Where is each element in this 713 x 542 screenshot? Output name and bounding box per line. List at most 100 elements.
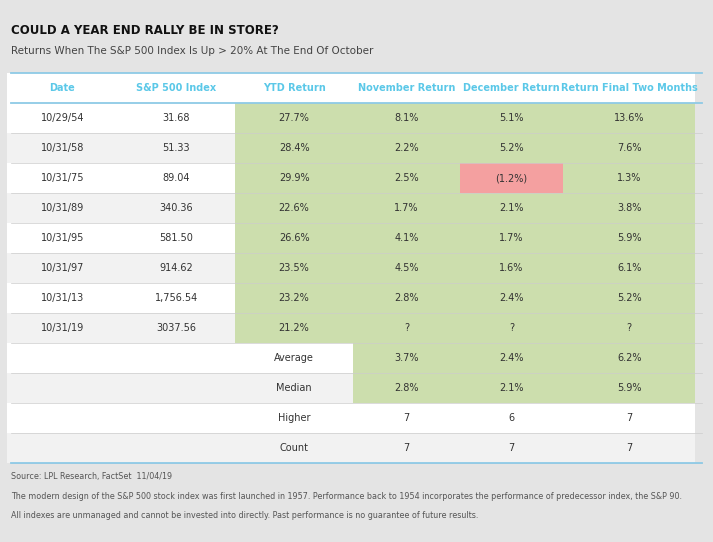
FancyBboxPatch shape — [563, 73, 695, 103]
Text: 6: 6 — [508, 414, 515, 423]
FancyBboxPatch shape — [118, 163, 235, 193]
Text: Returns When The S&P 500 Index Is Up > 20% At The End Of October: Returns When The S&P 500 Index Is Up > 2… — [11, 46, 373, 56]
Text: 2.5%: 2.5% — [394, 173, 419, 183]
Text: 5.9%: 5.9% — [617, 383, 642, 393]
FancyBboxPatch shape — [118, 103, 235, 133]
FancyBboxPatch shape — [460, 163, 563, 193]
Text: 10/31/89: 10/31/89 — [41, 203, 84, 213]
Text: 340.36: 340.36 — [160, 203, 193, 213]
FancyBboxPatch shape — [7, 223, 118, 253]
FancyBboxPatch shape — [118, 313, 235, 343]
FancyBboxPatch shape — [563, 403, 695, 434]
Text: 23.2%: 23.2% — [279, 293, 309, 304]
FancyBboxPatch shape — [118, 253, 235, 283]
Text: 1.6%: 1.6% — [499, 263, 524, 273]
Text: 21.2%: 21.2% — [279, 324, 309, 333]
FancyBboxPatch shape — [563, 434, 695, 463]
FancyBboxPatch shape — [235, 253, 353, 283]
FancyBboxPatch shape — [353, 103, 460, 133]
Text: 29.9%: 29.9% — [279, 173, 309, 183]
FancyBboxPatch shape — [7, 373, 118, 403]
FancyBboxPatch shape — [460, 103, 563, 133]
Text: 2.8%: 2.8% — [394, 383, 419, 393]
Text: 6.1%: 6.1% — [617, 263, 642, 273]
FancyBboxPatch shape — [460, 73, 563, 103]
Text: December Return: December Return — [463, 83, 560, 93]
Text: 27.7%: 27.7% — [279, 113, 309, 123]
FancyBboxPatch shape — [353, 343, 460, 373]
Text: 2.1%: 2.1% — [499, 203, 524, 213]
FancyBboxPatch shape — [118, 193, 235, 223]
Text: 1.3%: 1.3% — [617, 173, 642, 183]
Text: 31.68: 31.68 — [163, 113, 190, 123]
Text: ?: ? — [509, 324, 514, 333]
FancyBboxPatch shape — [353, 193, 460, 223]
FancyBboxPatch shape — [563, 313, 695, 343]
Text: 10/29/54: 10/29/54 — [41, 113, 84, 123]
FancyBboxPatch shape — [563, 163, 695, 193]
Text: 1.7%: 1.7% — [394, 203, 419, 213]
FancyBboxPatch shape — [563, 193, 695, 223]
FancyBboxPatch shape — [353, 223, 460, 253]
Text: 5.9%: 5.9% — [617, 233, 642, 243]
FancyBboxPatch shape — [7, 403, 118, 434]
FancyBboxPatch shape — [460, 283, 563, 313]
Text: Average: Average — [275, 353, 314, 363]
Text: Higher: Higher — [278, 414, 310, 423]
Text: Return Final Two Months: Return Final Two Months — [561, 83, 697, 93]
FancyBboxPatch shape — [460, 343, 563, 373]
Text: 10/31/19: 10/31/19 — [41, 324, 84, 333]
FancyBboxPatch shape — [235, 223, 353, 253]
FancyBboxPatch shape — [353, 73, 460, 103]
FancyBboxPatch shape — [460, 373, 563, 403]
Text: 10/31/97: 10/31/97 — [41, 263, 84, 273]
FancyBboxPatch shape — [353, 313, 460, 343]
FancyBboxPatch shape — [7, 253, 118, 283]
Text: COULD A YEAR END RALLY BE IN STORE?: COULD A YEAR END RALLY BE IN STORE? — [11, 24, 279, 37]
FancyBboxPatch shape — [353, 253, 460, 283]
Text: 6.2%: 6.2% — [617, 353, 642, 363]
FancyBboxPatch shape — [118, 403, 235, 434]
FancyBboxPatch shape — [7, 313, 118, 343]
Text: 2.4%: 2.4% — [499, 293, 524, 304]
FancyBboxPatch shape — [235, 313, 353, 343]
Text: 7: 7 — [626, 443, 632, 454]
FancyBboxPatch shape — [460, 403, 563, 434]
FancyBboxPatch shape — [7, 193, 118, 223]
FancyBboxPatch shape — [235, 343, 353, 373]
FancyBboxPatch shape — [563, 223, 695, 253]
Text: 1,756.54: 1,756.54 — [155, 293, 198, 304]
FancyBboxPatch shape — [235, 163, 353, 193]
Text: 2.2%: 2.2% — [394, 143, 419, 153]
Text: 7: 7 — [404, 443, 409, 454]
FancyBboxPatch shape — [7, 133, 118, 163]
Text: 89.04: 89.04 — [163, 173, 190, 183]
FancyBboxPatch shape — [7, 434, 118, 463]
Text: 4.5%: 4.5% — [394, 263, 419, 273]
Text: 13.6%: 13.6% — [614, 113, 645, 123]
FancyBboxPatch shape — [235, 434, 353, 463]
FancyBboxPatch shape — [563, 373, 695, 403]
Text: 26.6%: 26.6% — [279, 233, 309, 243]
Text: Date: Date — [49, 83, 76, 93]
FancyBboxPatch shape — [460, 253, 563, 283]
Text: (1.2%): (1.2%) — [496, 173, 528, 183]
Text: 5.1%: 5.1% — [499, 113, 524, 123]
FancyBboxPatch shape — [353, 163, 460, 193]
Text: All indexes are unmanaged and cannot be invested into directly. Past performance: All indexes are unmanaged and cannot be … — [11, 511, 478, 520]
Text: 3.7%: 3.7% — [394, 353, 419, 363]
FancyBboxPatch shape — [563, 343, 695, 373]
FancyBboxPatch shape — [353, 434, 460, 463]
Text: 10/31/13: 10/31/13 — [41, 293, 84, 304]
Text: 3037.56: 3037.56 — [156, 324, 197, 333]
FancyBboxPatch shape — [460, 434, 563, 463]
FancyBboxPatch shape — [235, 373, 353, 403]
FancyBboxPatch shape — [235, 73, 353, 103]
Text: 7.6%: 7.6% — [617, 143, 642, 153]
Text: 22.6%: 22.6% — [279, 203, 309, 213]
Text: 2.4%: 2.4% — [499, 353, 524, 363]
FancyBboxPatch shape — [353, 403, 460, 434]
FancyBboxPatch shape — [118, 373, 235, 403]
Text: 914.62: 914.62 — [160, 263, 193, 273]
Text: 5.2%: 5.2% — [617, 293, 642, 304]
